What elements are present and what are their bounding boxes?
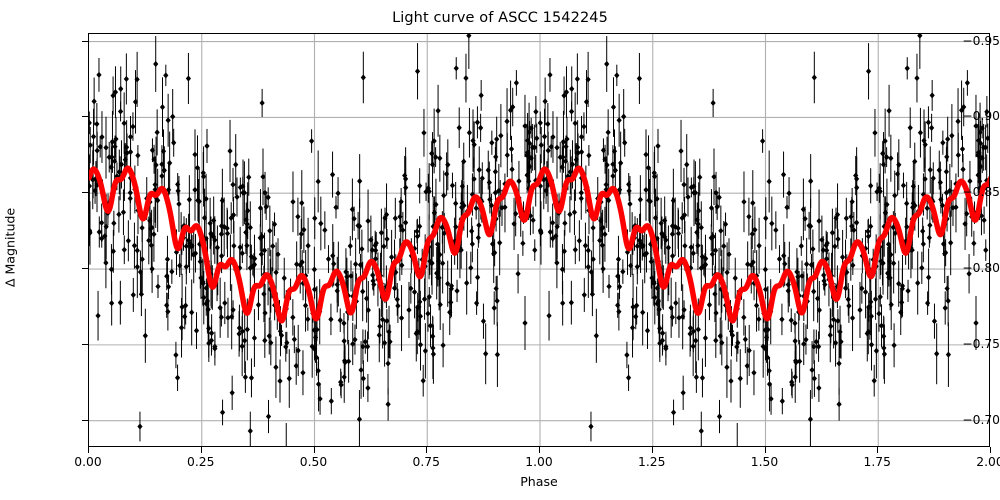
x-tick-label: 0.25 [187, 455, 215, 469]
x-tick-label: 1.75 [863, 455, 891, 469]
x-tick-mark [313, 447, 315, 453]
x-tick-label: 0.00 [74, 455, 102, 469]
x-tick-mark [426, 447, 428, 453]
model-curve-line [89, 165, 989, 324]
x-tick-label: 2.00 [976, 455, 1000, 469]
x-tick-label: 0.50 [299, 455, 328, 469]
y-tick-label: −0.80 [962, 261, 1000, 276]
x-axis-label: Phase [520, 474, 558, 489]
y-tick-label: −0.90 [962, 109, 1000, 124]
y-tick-mark [82, 419, 88, 421]
y-tick-label: −0.70 [962, 412, 1000, 427]
x-tick-label: 1.50 [750, 455, 779, 469]
x-tick-mark [990, 447, 991, 453]
y-axis-label: Δ Magnitude [2, 207, 18, 288]
plot-canvas [89, 34, 989, 446]
y-tick-mark [82, 268, 88, 270]
y-tick-mark [82, 192, 88, 194]
x-tick-label: 1.25 [638, 455, 666, 469]
x-tick-mark [764, 447, 766, 453]
x-tick-mark [200, 447, 202, 453]
x-tick-mark [651, 447, 653, 453]
y-tick-mark [82, 40, 88, 42]
chart-title: Light curve of ASCC 1542245 [392, 10, 608, 26]
x-tick-mark [88, 447, 89, 453]
y-tick-label: −0.95 [962, 33, 1000, 48]
y-tick-mark [82, 116, 88, 118]
y-tick-label: −0.85 [962, 185, 1000, 200]
x-tick-mark [539, 447, 540, 453]
x-tick-label: 0.75 [412, 455, 440, 469]
x-tick-label: 1.00 [525, 455, 553, 469]
y-tick-label: −0.75 [962, 336, 1000, 351]
plot-area [88, 33, 990, 447]
y-tick-mark [82, 343, 88, 345]
x-tick-mark [877, 447, 879, 453]
